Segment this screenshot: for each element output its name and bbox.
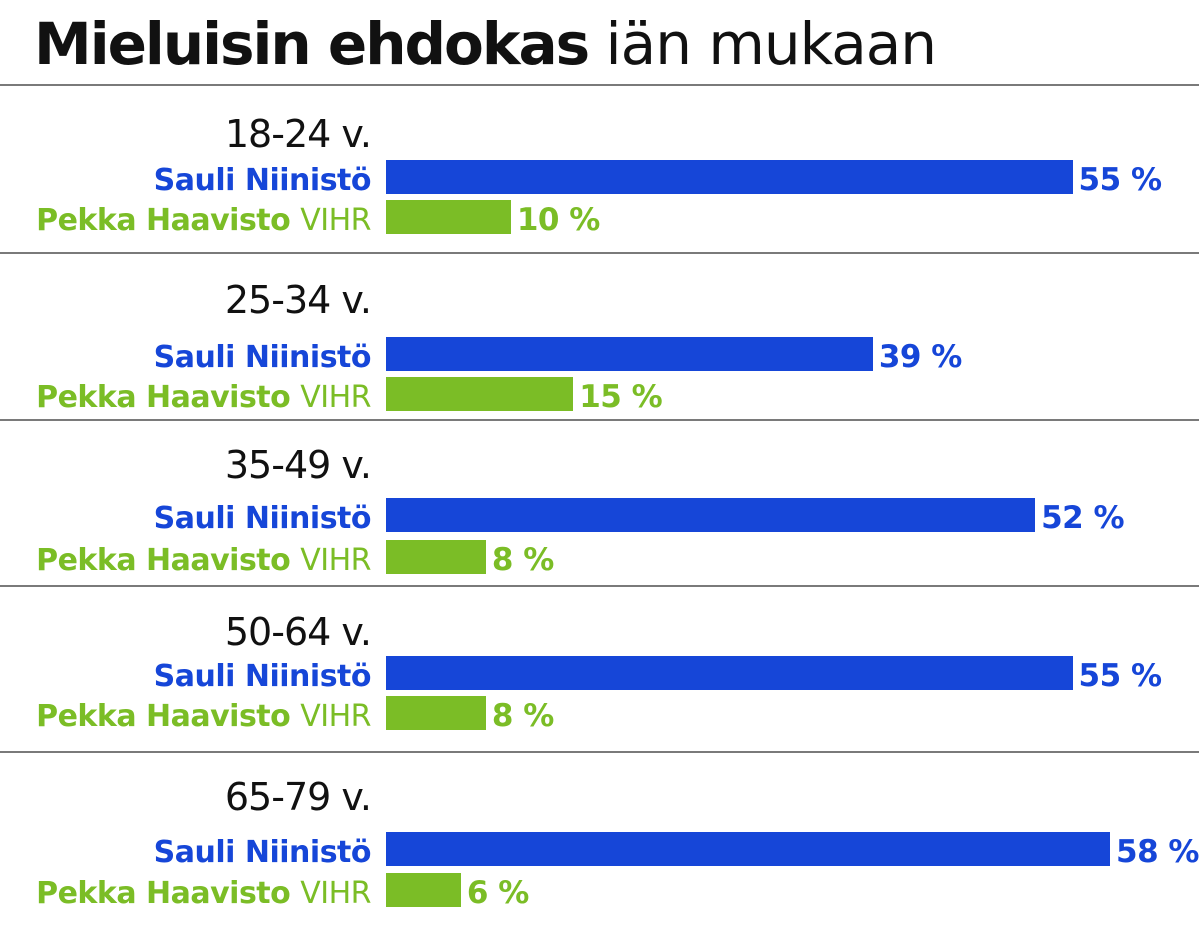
value-label: 58 %	[1116, 834, 1199, 870]
value-label: 6 %	[466, 875, 529, 911]
title-bold: Mieluisin ehdokas	[34, 10, 590, 78]
candidate-label: Sauli Niinistö	[153, 163, 372, 198]
candidate-name: Pekka Haavisto	[36, 876, 291, 911]
bar	[386, 200, 511, 234]
value-label: 8 %	[491, 542, 554, 578]
party-label: VIHR	[300, 543, 371, 578]
candidate-name: Sauli Niinistö	[153, 163, 372, 198]
divider	[0, 751, 1199, 753]
candidate-name: Pekka Haavisto	[36, 203, 291, 238]
party-label: VIHR	[300, 876, 371, 911]
bar	[386, 498, 1036, 532]
divider	[0, 419, 1199, 421]
divider	[0, 252, 1199, 254]
age-group-label: 50-64 v.	[224, 610, 372, 654]
bar	[386, 656, 1073, 690]
candidate-name: Pekka Haavisto	[36, 543, 291, 578]
candidate-label: Pekka Haavisto VIHR	[36, 877, 371, 911]
bar	[386, 832, 1110, 866]
title-light: iän mukaan	[605, 10, 938, 78]
age-group-label: 25-34 v.	[224, 278, 372, 322]
candidate-name: Sauli Niinistö	[153, 501, 372, 536]
candidate-name: Sauli Niinistö	[153, 340, 372, 375]
bar	[386, 337, 873, 371]
candidate-name: Pekka Haavisto	[36, 380, 291, 415]
candidate-label: Pekka Haavisto VIHR	[36, 700, 371, 734]
bar	[386, 873, 461, 907]
candidate-label: Pekka Haavisto VIHR	[36, 381, 371, 415]
value-label: 55 %	[1078, 658, 1163, 694]
candidate-label: Sauli Niinistö	[153, 835, 372, 870]
bar	[386, 160, 1073, 194]
value-label: 15 %	[579, 379, 663, 415]
candidate-label: Sauli Niinistö	[153, 659, 372, 694]
value-label: 39 %	[878, 339, 963, 375]
divider	[0, 585, 1199, 587]
age-group-label: 65-79 v.	[224, 775, 372, 819]
candidate-label: Sauli Niinistö	[153, 340, 372, 375]
bar	[386, 540, 486, 574]
age-group-label: 35-49 v.	[224, 443, 372, 487]
candidate-name: Sauli Niinistö	[153, 835, 372, 870]
value-label: 8 %	[491, 698, 554, 734]
chart-title: Mieluisin ehdokas iän mukaan	[34, 4, 938, 84]
party-label: VIHR	[300, 699, 371, 734]
bar	[386, 377, 574, 411]
divider	[0, 84, 1199, 86]
candidate-label: Pekka Haavisto VIHR	[36, 204, 371, 238]
candidate-label: Pekka Haavisto VIHR	[36, 544, 371, 578]
age-group-label: 18-24 v.	[224, 112, 372, 156]
candidate-label: Sauli Niinistö	[153, 501, 372, 536]
value-label: 55 %	[1078, 162, 1163, 198]
party-label: VIHR	[300, 203, 371, 238]
candidate-name: Sauli Niinistö	[153, 659, 372, 694]
party-label: VIHR	[300, 380, 371, 415]
value-label: 10 %	[516, 202, 601, 238]
candidate-name: Pekka Haavisto	[36, 699, 291, 734]
bar	[386, 696, 486, 730]
value-label: 52 %	[1041, 500, 1125, 536]
